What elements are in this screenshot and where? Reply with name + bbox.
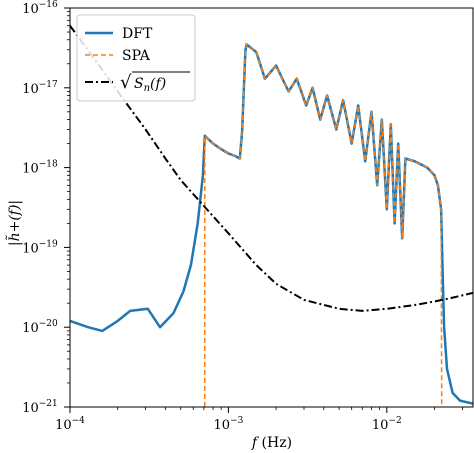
plot-frame <box>69 7 474 408</box>
x-tick-label: 10−2 <box>372 416 402 433</box>
legend-label-dft: DFT <box>122 26 153 42</box>
svg-text:Sn(f): Sn(f) <box>134 76 166 94</box>
y-tick-label: 10−16 <box>22 0 58 17</box>
x-tick-label: 10−3 <box>213 416 243 433</box>
series-layer <box>70 25 473 407</box>
svg-text:f (Hz): f (Hz) <box>251 435 292 451</box>
x-tick-label: 10−4 <box>55 416 85 433</box>
legend-label-noise: √ Sn(f) <box>120 71 190 94</box>
series-line-2 <box>70 25 473 312</box>
y-tick-label: 10−21 <box>22 399 58 416</box>
x-axis-label: f (Hz) <box>251 435 292 451</box>
y-tick-label: 10−18 <box>22 160 58 177</box>
legend-label-spa: SPA <box>122 48 151 64</box>
axis-ticks: 10−4 10−3 10−2 10−21 10−20 10−19 10−18 10−17 10−… <box>22 0 463 433</box>
legend: DFT SPA √ Sn(f) <box>76 14 196 102</box>
x-axis-label-var: f <box>251 435 260 451</box>
series-line-1 <box>204 43 443 407</box>
y-tick-label: 10−20 <box>22 319 58 336</box>
y-tick-label: 10−19 <box>22 239 58 256</box>
y-axis-label-text: |h̃+(f)| <box>5 200 23 246</box>
y-tick-label: 10−17 <box>22 80 58 97</box>
sqrt-symbol: √ <box>120 72 132 93</box>
x-axis-label-unit: (Hz) <box>257 435 292 451</box>
y-axis-label: |h̃+(f)| <box>5 200 23 246</box>
legend-box <box>76 14 196 102</box>
